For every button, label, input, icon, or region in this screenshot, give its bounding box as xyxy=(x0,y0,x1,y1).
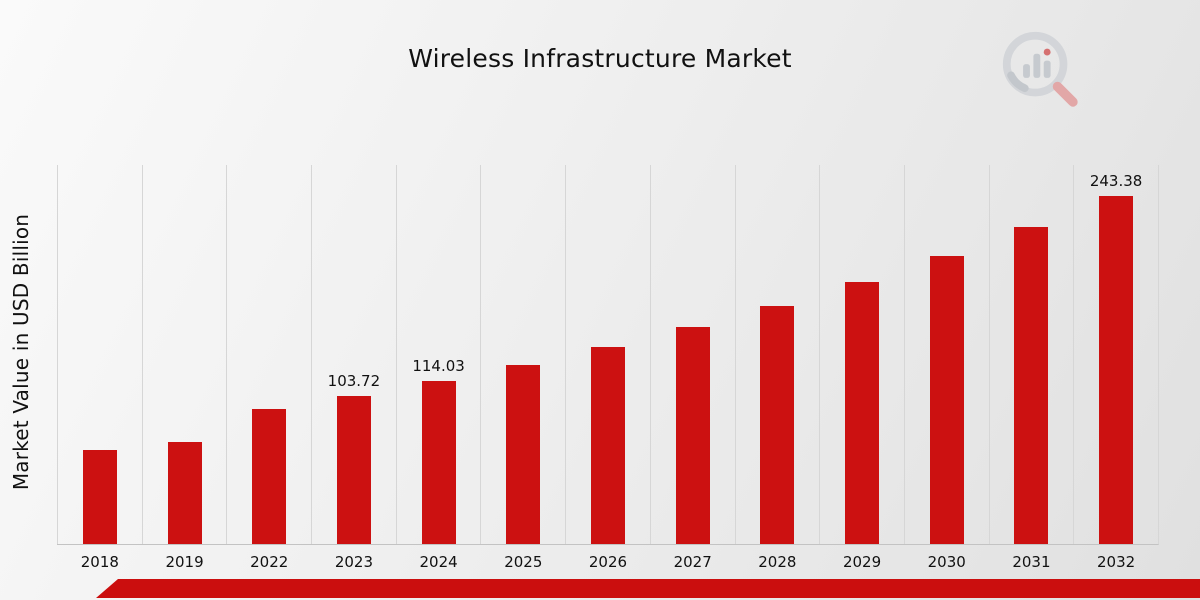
bar-2019 xyxy=(167,442,202,544)
x-tick-label: 2032 xyxy=(1097,553,1136,571)
x-tick-label: 2029 xyxy=(842,553,882,571)
bar-value-label: 243.38 xyxy=(1089,171,1143,190)
chart-column-2023: 103.72 2023 xyxy=(311,165,396,571)
chart-column-2024: 114.03 2024 xyxy=(395,165,481,571)
x-tick-label: 2025 xyxy=(504,553,543,571)
plot-area: 2018 2019 2022 103.72 2023 114.03 2024 2025 2026… xyxy=(57,165,1159,571)
bar-2029 xyxy=(845,282,880,544)
bar-2028 xyxy=(760,305,795,544)
bar-2025 xyxy=(506,364,541,544)
bar-2024 xyxy=(421,380,456,544)
x-tick-label: 2030 xyxy=(927,553,966,571)
chart-column-2025: 2025 xyxy=(480,165,565,571)
bar-2026 xyxy=(590,346,625,544)
chart-column-2031: 2031 xyxy=(988,165,1074,571)
x-tick-label: 2031 xyxy=(1012,553,1051,571)
x-tick-label: 2028 xyxy=(758,553,797,571)
x-tick-label: 2022 xyxy=(250,553,289,571)
magnifier-bar-chart-icon xyxy=(1002,31,1078,107)
bar-2018 xyxy=(82,450,117,544)
chart-column-2028: 2028 xyxy=(734,165,820,571)
bar-2023 xyxy=(336,395,371,544)
bar-2032 xyxy=(1099,195,1134,544)
chart-column-2027: 2027 xyxy=(649,165,735,571)
x-tick-label: 2024 xyxy=(419,553,458,571)
chart-column-2019: 2019 xyxy=(141,165,227,571)
chart-column-2018: 2018 xyxy=(57,165,142,571)
chart-column-2032: 243.38 2032 xyxy=(1073,165,1158,571)
chart-column-2022: 2022 xyxy=(226,165,311,571)
chart-column-2029: 2029 xyxy=(819,165,904,571)
x-tick-label: 2026 xyxy=(588,553,628,571)
page-title: Wireless Infrastructure Market xyxy=(408,44,792,73)
bar-2031 xyxy=(1014,227,1049,544)
chart-column-2026: 2026 xyxy=(565,165,650,571)
y-axis-label: Market Value in USD Billion xyxy=(9,213,33,491)
x-tick-label: 2018 xyxy=(80,553,119,571)
bar-value-label: 114.03 xyxy=(412,356,465,375)
bar-value-label: 103.72 xyxy=(327,371,381,390)
bar-2022 xyxy=(252,409,287,544)
x-tick-label: 2019 xyxy=(165,553,204,571)
bar-2027 xyxy=(675,327,710,544)
footer-red-stripe xyxy=(96,579,1200,598)
x-tick-label: 2023 xyxy=(334,553,373,571)
x-tick-label: 2027 xyxy=(673,553,712,571)
chart-column-2030: 2030 xyxy=(903,165,989,571)
bar-2030 xyxy=(929,255,964,544)
